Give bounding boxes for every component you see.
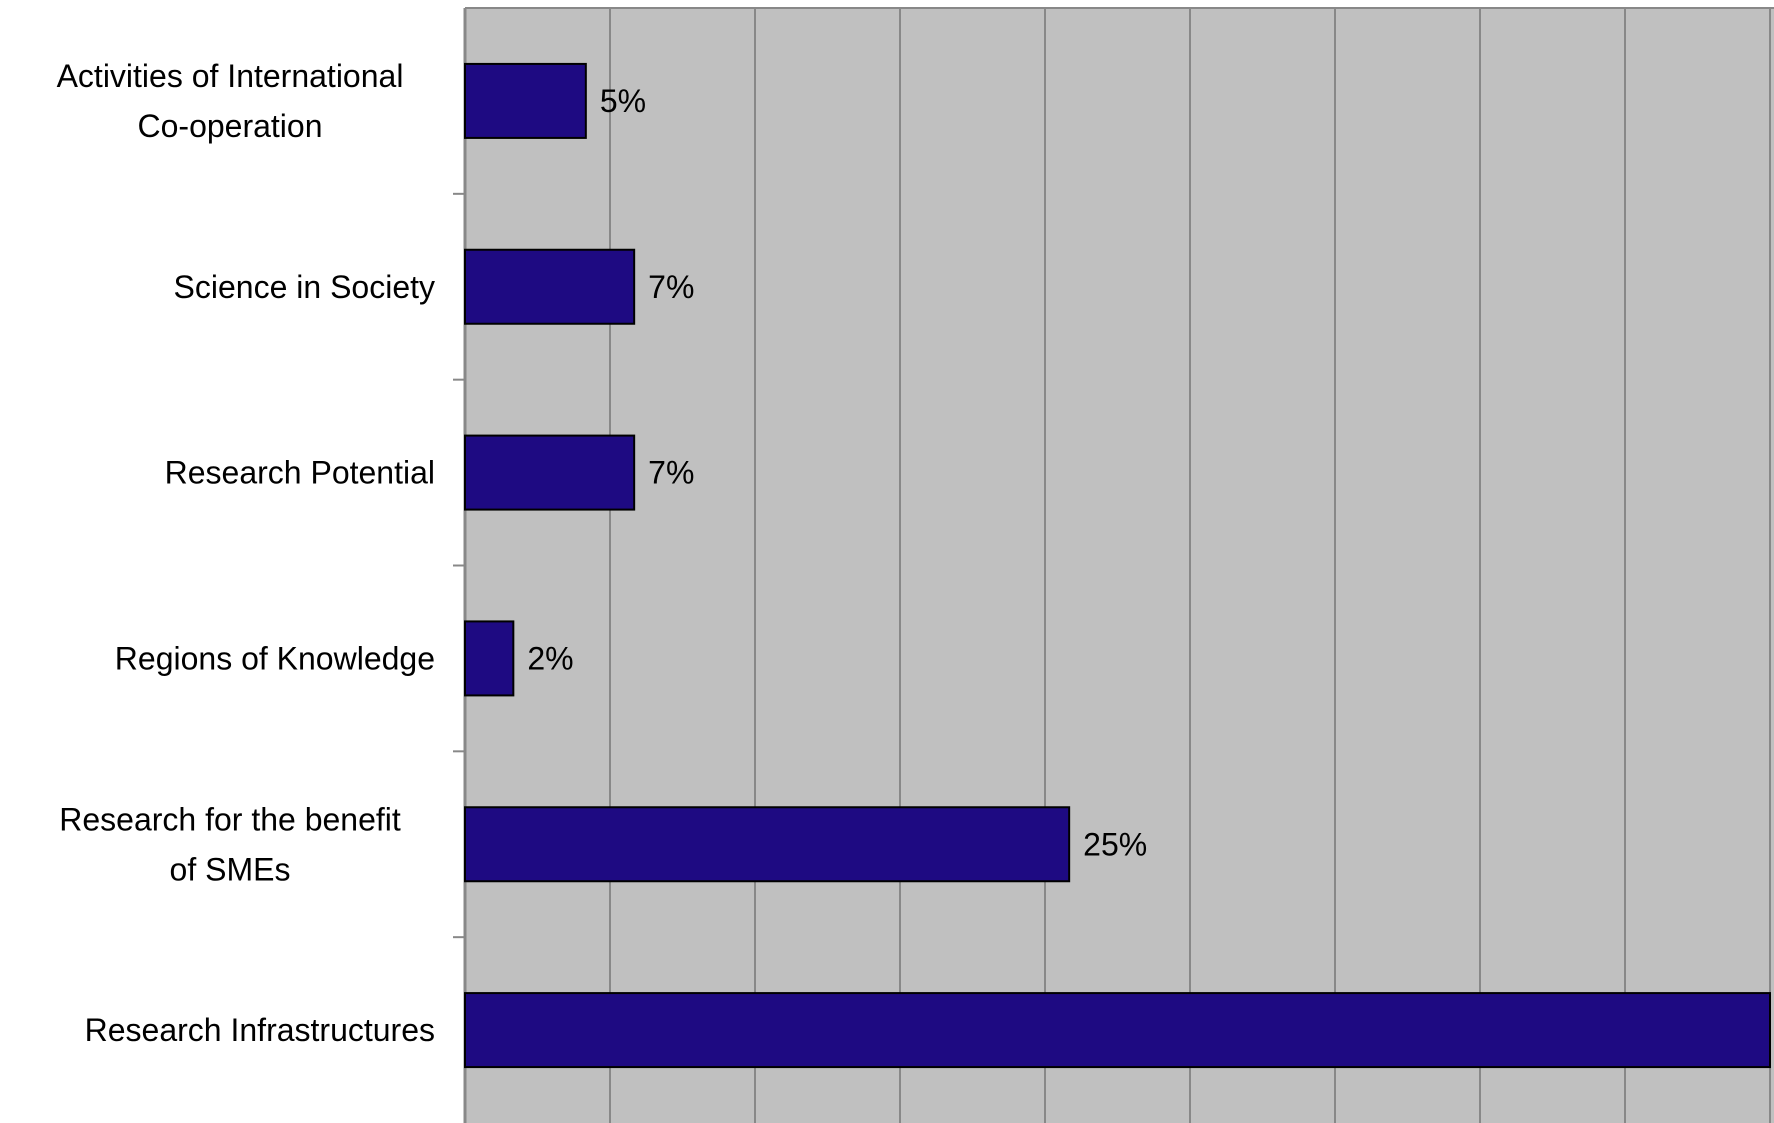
gridlines xyxy=(465,7,1774,1123)
bar xyxy=(464,992,1771,1069)
value-label: 7% xyxy=(648,455,694,491)
plot-area xyxy=(465,8,1774,1123)
bar xyxy=(464,620,515,697)
category-label: Research Infrastructures xyxy=(85,1012,435,1048)
category-labels: Activities of International Co-operation S… xyxy=(57,58,435,1048)
value-label: 7% xyxy=(648,269,694,305)
category-label: Research Potential xyxy=(165,455,435,491)
value-label: 2% xyxy=(527,640,573,676)
value-label: 25% xyxy=(1083,826,1147,862)
value-label: 5% xyxy=(600,83,646,119)
category-label: Co-operation xyxy=(138,108,323,144)
bar xyxy=(464,248,636,325)
value-labels: 5%7%7%2%25%54% xyxy=(527,83,1147,862)
category-label: Activities of International xyxy=(57,58,404,94)
category-ticks xyxy=(453,192,465,939)
bar xyxy=(464,62,587,139)
category-label: Research for the benefit xyxy=(59,801,401,837)
category-label: of SMEs xyxy=(170,851,291,887)
category-label: Regions of Knowledge xyxy=(115,640,435,676)
bar xyxy=(464,806,1071,883)
bar xyxy=(464,434,636,511)
bars xyxy=(464,62,1771,1069)
category-label: Science in Society xyxy=(174,269,435,305)
